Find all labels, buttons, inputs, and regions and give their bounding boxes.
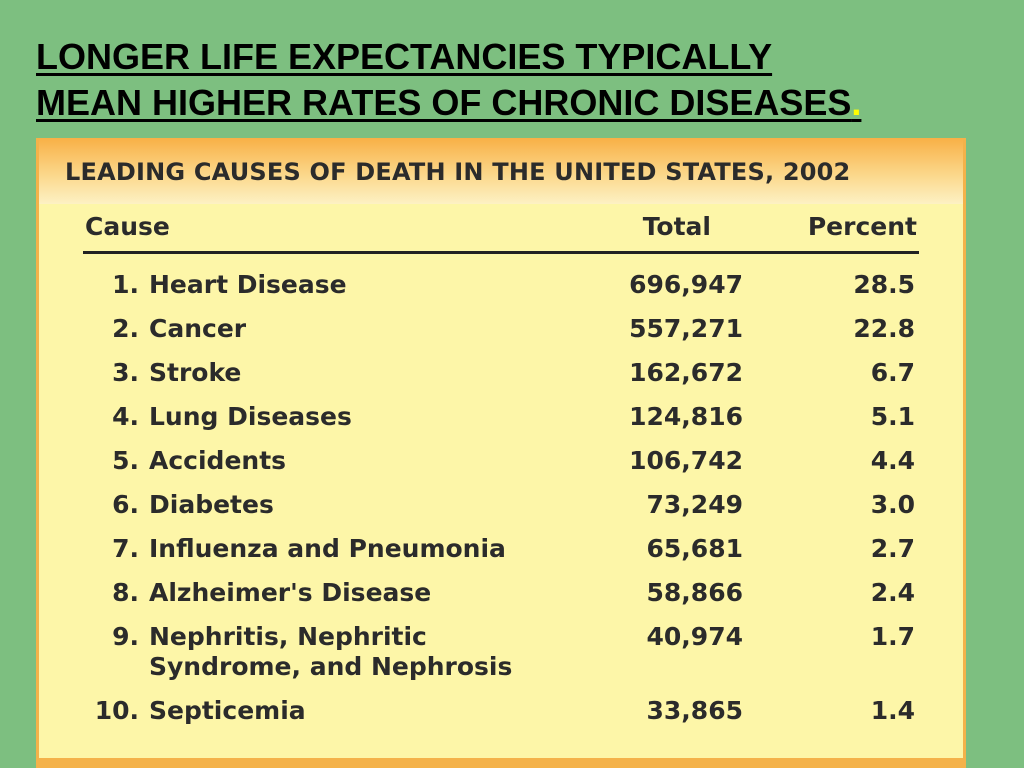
- row-rank: 10.: [94, 696, 139, 725]
- row-total: 162,672: [629, 358, 743, 387]
- row-total: 124,816: [629, 402, 743, 431]
- row-cause-line-1: Influenza and Pneumonia: [149, 534, 506, 563]
- row-cause: Stroke: [149, 358, 589, 388]
- row-rank: 2.: [112, 314, 139, 343]
- row-percent: 1.7: [870, 622, 915, 651]
- row-cause: Nephritis, Nephritic Syndrome, and Nephro…: [149, 622, 589, 682]
- row-percent: 28.5: [853, 270, 915, 299]
- table-row: 4. Lung Diseases 124,816 5.1: [83, 402, 919, 432]
- row-total: 73,249: [646, 490, 743, 519]
- slide-title-line-1: LONGER LIFE EXPECTANCIES TYPICALLY: [36, 36, 773, 77]
- row-cause-line-1: Lung Diseases: [149, 402, 352, 431]
- slide-title: LONGER LIFE EXPECTANCIES TYPICALLY MEAN …: [36, 34, 976, 126]
- row-total: 33,865: [646, 696, 743, 725]
- row-total: 40,974: [646, 622, 743, 651]
- row-rank: 1.: [112, 270, 139, 299]
- row-total: 106,742: [629, 446, 743, 475]
- row-cause-line-1: Septicemia: [149, 696, 306, 725]
- row-cause-line-1: Stroke: [149, 358, 242, 387]
- row-percent: 1.4: [870, 696, 915, 725]
- table-row: 7. Influenza and Pneumonia 65,681 2.7: [83, 534, 919, 564]
- table-heading: LEADING CAUSES OF DEATH IN THE UNITED ST…: [65, 158, 851, 186]
- row-cause-line-1: Accidents: [149, 446, 287, 475]
- row-percent: 3.0: [870, 490, 915, 519]
- row-rank: 6.: [112, 490, 139, 519]
- row-rank: 3.: [112, 358, 139, 387]
- column-header-percent: Percent: [807, 212, 917, 241]
- row-total: 696,947: [629, 270, 743, 299]
- row-cause: Accidents: [149, 446, 589, 476]
- row-cause-line-2: Syndrome, and Nephrosis: [149, 652, 513, 681]
- row-rank: 5.: [112, 446, 139, 475]
- row-percent: 6.7: [870, 358, 915, 387]
- row-percent: 5.1: [870, 402, 915, 431]
- row-cause-line-1: Heart Disease: [149, 270, 347, 299]
- row-percent: 2.7: [870, 534, 915, 563]
- table-row: 5. Accidents 106,742 4.4: [83, 446, 919, 476]
- table-row: 1. Heart Disease 696,947 28.5: [83, 270, 919, 300]
- table-heading-bar: LEADING CAUSES OF DEATH IN THE UNITED ST…: [39, 138, 963, 204]
- row-percent: 4.4: [870, 446, 915, 475]
- row-cause: Heart Disease: [149, 270, 589, 300]
- panel-bottom-border: [36, 758, 966, 768]
- causes-table: Cause Total Percent 1. Heart Disease 696,9…: [83, 208, 919, 725]
- row-rank: 9.: [112, 622, 139, 651]
- row-cause: Cancer: [149, 314, 589, 344]
- table-row: 6. Diabetes 73,249 3.0: [83, 490, 919, 520]
- table-row: 10. Septicemia 33,865 1.4: [83, 696, 919, 726]
- row-percent: 2.4: [870, 578, 915, 607]
- table-row: 9. Nephritis, Nephritic Syndrome, and Neph…: [83, 622, 919, 682]
- column-header-total: Total: [642, 212, 711, 241]
- row-total: 65,681: [646, 534, 743, 563]
- table-row: 3. Stroke 162,672 6.7: [83, 358, 919, 388]
- row-cause-line-1: Alzheimer's Disease: [149, 578, 432, 607]
- row-cause: Diabetes: [149, 490, 589, 520]
- row-total: 557,271: [629, 314, 743, 343]
- row-total: 58,866: [646, 578, 743, 607]
- table-row: 8. Alzheimer's Disease 58,866 2.4: [83, 578, 919, 608]
- row-cause: Alzheimer's Disease: [149, 578, 589, 608]
- row-percent: 22.8: [853, 314, 915, 343]
- slide-title-line-2: MEAN HIGHER RATES OF CHRONIC DISEASES.: [36, 80, 976, 126]
- table-header-row: Cause Total Percent: [83, 208, 919, 254]
- table-panel: LEADING CAUSES OF DEATH IN THE UNITED ST…: [36, 138, 966, 768]
- row-cause: Lung Diseases: [149, 402, 589, 432]
- row-cause-line-1: Nephritis, Nephritic: [149, 622, 427, 651]
- row-cause-line-1: Diabetes: [149, 490, 274, 519]
- row-rank: 7.: [112, 534, 139, 563]
- row-rank: 4.: [112, 402, 139, 431]
- slide-title-line-2-text: MEAN HIGHER RATES OF CHRONIC DISEASES: [36, 82, 852, 123]
- column-header-cause: Cause: [85, 212, 170, 241]
- slide-title-dot: .: [851, 82, 862, 123]
- table-row: 2. Cancer 557,271 22.8: [83, 314, 919, 344]
- row-cause-line-1: Cancer: [149, 314, 247, 343]
- row-cause: Influenza and Pneumonia: [149, 534, 589, 564]
- row-cause: Septicemia: [149, 696, 589, 726]
- row-rank: 8.: [112, 578, 139, 607]
